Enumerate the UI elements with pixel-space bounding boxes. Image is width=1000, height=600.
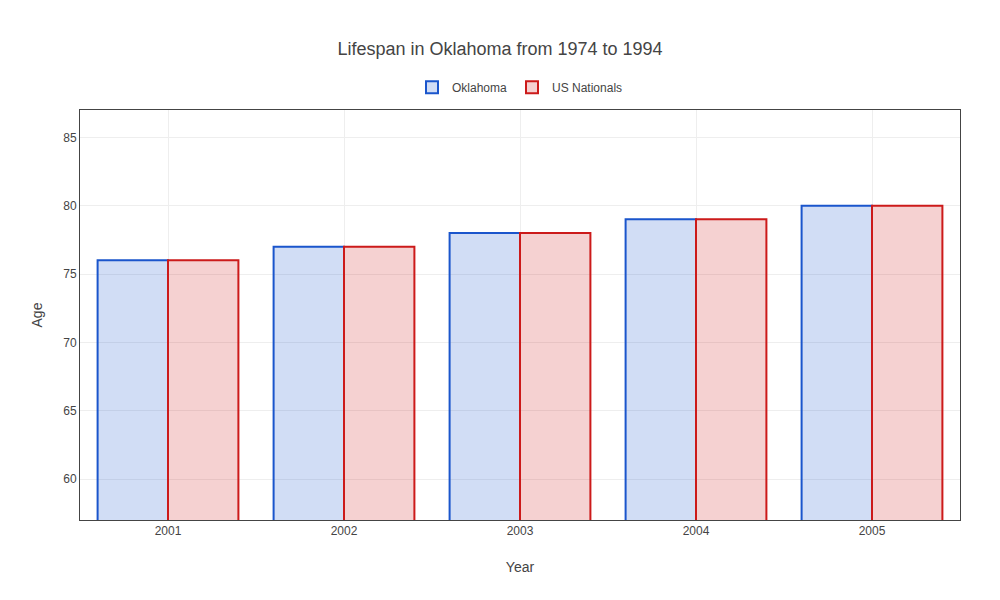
svg-text:2002: 2002 — [331, 524, 358, 538]
svg-text:65: 65 — [63, 404, 77, 418]
svg-text:Oklahoma: Oklahoma — [452, 81, 507, 95]
svg-text:US Nationals: US Nationals — [552, 81, 622, 95]
svg-text:85: 85 — [63, 131, 77, 145]
svg-text:75: 75 — [63, 267, 77, 281]
svg-text:Lifespan in Oklahoma from 1974: Lifespan in Oklahoma from 1974 to 1994 — [337, 39, 662, 59]
svg-text:2004: 2004 — [683, 524, 710, 538]
svg-text:2001: 2001 — [155, 524, 182, 538]
svg-text:80: 80 — [63, 199, 77, 213]
svg-text:Year: Year — [506, 559, 535, 575]
svg-text:2003: 2003 — [507, 524, 534, 538]
svg-text:Age: Age — [29, 302, 45, 327]
svg-text:2005: 2005 — [859, 524, 886, 538]
svg-text:70: 70 — [63, 336, 77, 350]
svg-text:60: 60 — [63, 472, 77, 486]
